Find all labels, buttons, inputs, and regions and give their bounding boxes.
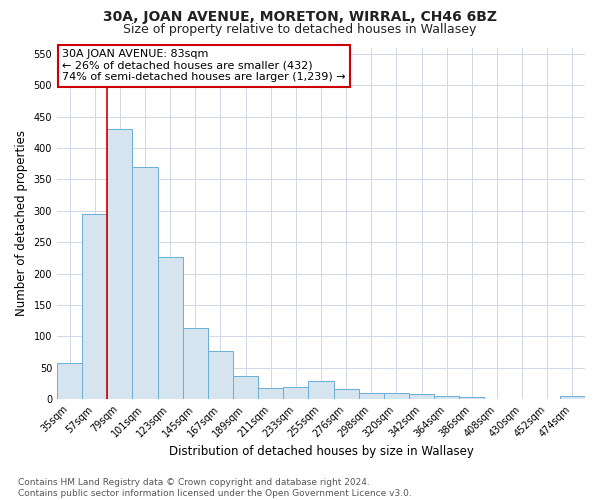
Bar <box>308 381 334 399</box>
Text: 30A JOAN AVENUE: 83sqm
← 26% of detached houses are smaller (432)
74% of semi-de: 30A JOAN AVENUE: 83sqm ← 26% of detached… <box>62 50 346 82</box>
Bar <box>107 129 133 399</box>
Bar <box>434 396 459 399</box>
Bar <box>283 386 308 399</box>
Text: Contains HM Land Registry data © Crown copyright and database right 2024.
Contai: Contains HM Land Registry data © Crown c… <box>18 478 412 498</box>
Bar <box>183 328 208 399</box>
Bar <box>560 396 585 399</box>
Bar <box>409 394 434 399</box>
Bar <box>258 388 283 399</box>
Bar <box>233 376 258 399</box>
Text: Size of property relative to detached houses in Wallasey: Size of property relative to detached ho… <box>124 22 476 36</box>
Bar <box>158 257 183 399</box>
Bar <box>359 393 384 399</box>
Bar <box>334 389 359 399</box>
Text: 30A, JOAN AVENUE, MORETON, WIRRAL, CH46 6BZ: 30A, JOAN AVENUE, MORETON, WIRRAL, CH46 … <box>103 10 497 24</box>
Bar <box>82 214 107 399</box>
Bar <box>133 167 158 399</box>
Bar <box>459 396 484 399</box>
Bar <box>208 352 233 399</box>
Bar <box>57 364 82 399</box>
Bar <box>384 393 409 399</box>
X-axis label: Distribution of detached houses by size in Wallasey: Distribution of detached houses by size … <box>169 444 473 458</box>
Y-axis label: Number of detached properties: Number of detached properties <box>15 130 28 316</box>
